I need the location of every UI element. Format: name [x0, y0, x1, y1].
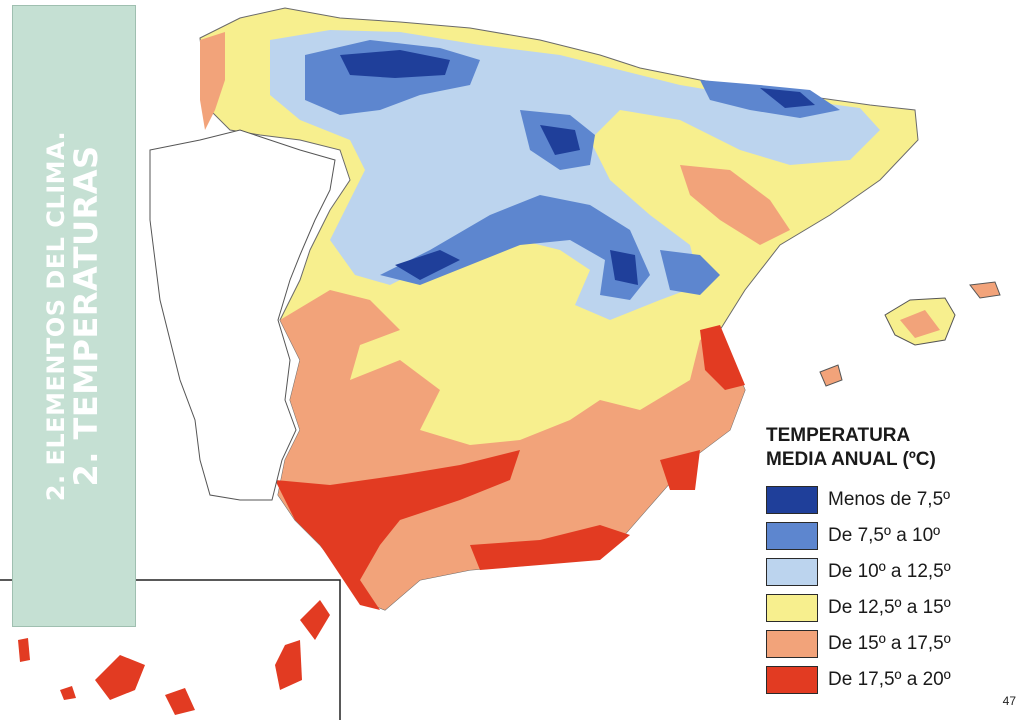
map-legend: TEMPERATURA MEDIA ANUAL (ºC) Menos de 7,… [766, 424, 1016, 698]
page-number: 47 [1002, 694, 1016, 708]
zone-15-17-5 [278, 290, 745, 610]
legend-label: De 10º a 12,5º [828, 561, 951, 582]
title-line-1: 2. ELEMENTOS DEL CLIMA. [42, 130, 71, 502]
legend-item: De 7,5º a 10º [766, 518, 1016, 554]
zone-17-5-20 [275, 450, 520, 610]
legend-label: De 12,5º a 15º [828, 597, 951, 618]
balearic-menorca [969, 281, 1001, 299]
title-line-2: 2. TEMPERATURAS [67, 145, 106, 487]
legend-label: De 17,5º a 20º [828, 669, 951, 690]
legend-item: De 12,5º a 15º [766, 590, 1016, 626]
slide-title-box: 2. ELEMENTOS DEL CLIMA. 2. TEMPERATURAS [12, 5, 136, 627]
legend-title: TEMPERATURA MEDIA ANUAL (ºC) [766, 424, 1016, 472]
canary-island [300, 600, 330, 640]
balearic-ibiza [819, 364, 843, 387]
legend-swatch-17-5-20 [766, 666, 818, 694]
legend-swatch-10-12-5 [766, 558, 818, 586]
legend-item: Menos de 7,5º [766, 482, 1016, 518]
legend-label: De 15º a 17,5º [828, 633, 951, 654]
legend-title-line-1: TEMPERATURA [766, 425, 911, 446]
legend-item: De 10º a 12,5º [766, 554, 1016, 590]
legend-swatch-7-5-10 [766, 522, 818, 550]
zone-below-7-5 [340, 50, 450, 78]
legend-swatch-12-5-15 [766, 594, 818, 622]
legend-swatch-15-17-5 [766, 630, 818, 658]
legend-item: De 15º a 17,5º [766, 626, 1016, 662]
slide-title: 2. ELEMENTOS DEL CLIMA. 2. TEMPERATURAS [42, 16, 106, 616]
legend-label: De 7,5º a 10º [828, 525, 941, 546]
legend-swatch-below-7-5 [766, 486, 818, 514]
legend-item: De 17,5º a 20º [766, 662, 1016, 698]
portugal [149, 129, 336, 501]
legend-title-line-2: MEDIA ANUAL (ºC) [766, 449, 936, 470]
legend-items: Menos de 7,5º De 7,5º a 10º De 10º a 12,… [766, 482, 1016, 698]
legend-label: Menos de 7,5º [828, 489, 951, 510]
